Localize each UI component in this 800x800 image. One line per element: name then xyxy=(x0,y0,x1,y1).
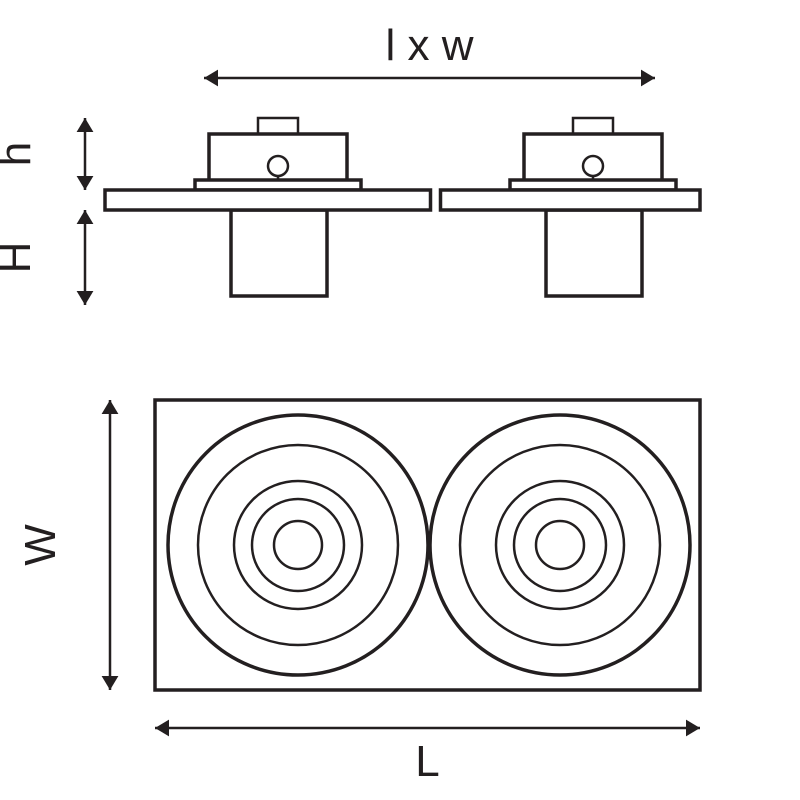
label-H: H xyxy=(0,242,40,274)
label-L: L xyxy=(415,737,439,786)
label-cutout: l x w xyxy=(386,21,474,70)
label-h: h xyxy=(0,142,40,166)
technical-drawing: l x w h H W L xyxy=(0,0,800,800)
label-W: W xyxy=(16,524,65,566)
